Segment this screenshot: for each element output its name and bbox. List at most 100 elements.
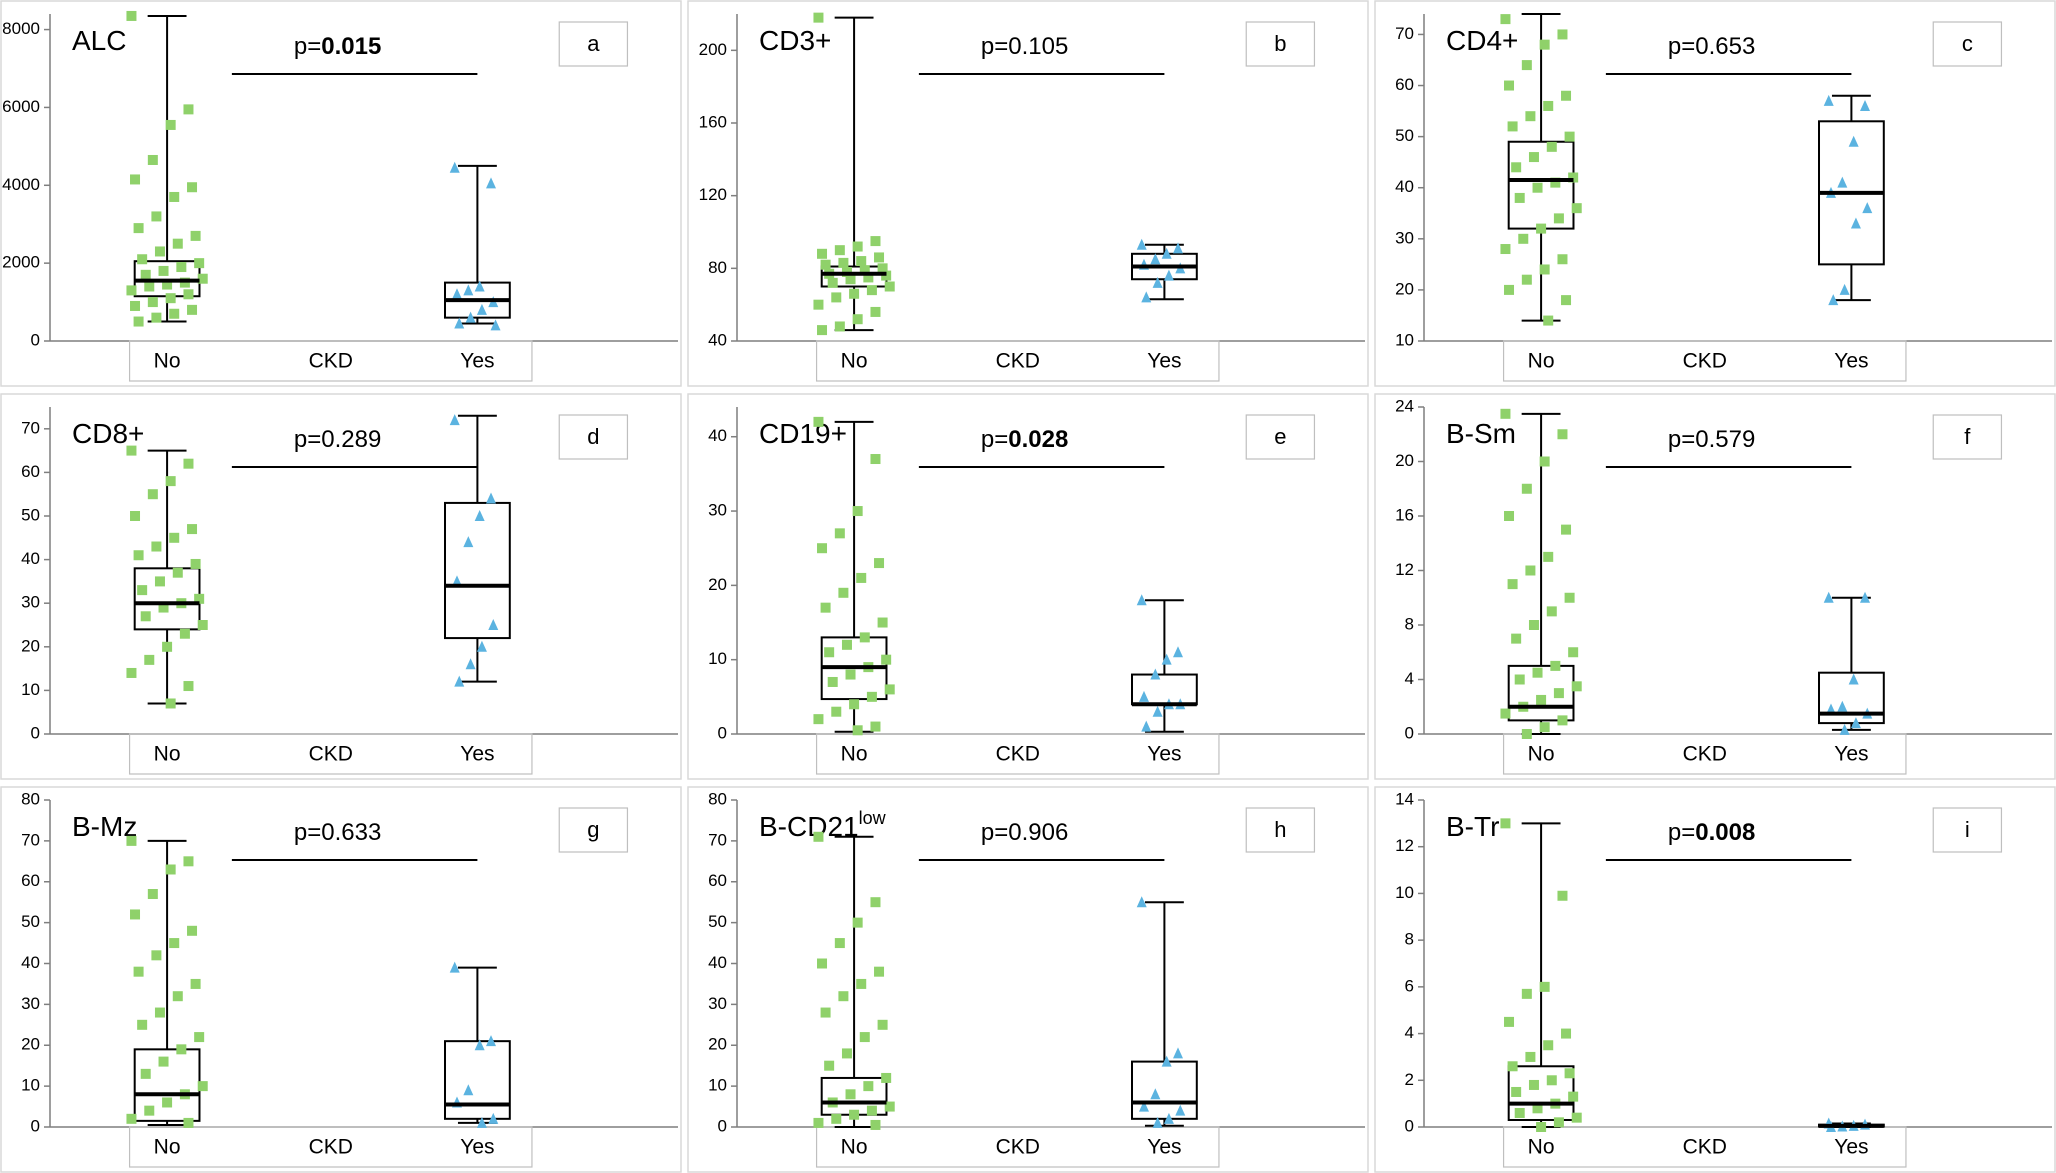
panel-letter-box	[1932, 21, 2003, 67]
x-axis-label: CKD	[309, 743, 353, 766]
x-axis-label: CKD	[1683, 1136, 1727, 1159]
data-point	[162, 641, 173, 652]
data-point	[817, 958, 828, 969]
y-tick-label: 10	[1395, 330, 1414, 349]
data-point	[133, 550, 144, 561]
panel: 0 4 8 12 16 20 24 No Yes CKD B-Sm f p=0.579	[1374, 393, 2056, 780]
data-point	[863, 272, 874, 283]
data-point	[1539, 722, 1550, 733]
data-point	[130, 511, 141, 521]
data-point	[1175, 1104, 1186, 1116]
y-tick-label: 40	[708, 426, 727, 445]
data-point	[870, 1119, 881, 1130]
y-tick-label: 50	[21, 912, 40, 931]
data-point	[1550, 660, 1561, 671]
data-point	[1532, 667, 1543, 678]
data-point	[831, 292, 842, 303]
data-point	[863, 1081, 874, 1092]
panel-title: B-Tr	[1446, 811, 1499, 842]
data-point	[831, 706, 842, 717]
data-point	[1500, 408, 1511, 419]
data-point	[1138, 1100, 1149, 1112]
y-tick-label: 80	[708, 789, 727, 808]
data-point	[866, 1105, 877, 1116]
y-tick-label: 20	[708, 575, 727, 594]
panel-letter: h	[1274, 817, 1286, 842]
data-point	[140, 611, 151, 622]
y-tick-label: 30	[1395, 228, 1414, 247]
y-tick-label: 12	[1395, 560, 1414, 579]
data-point	[1507, 1061, 1518, 1072]
data-point	[183, 104, 194, 115]
panel-letter: g	[587, 817, 599, 842]
category-box	[128, 1126, 533, 1168]
data-point	[1507, 121, 1518, 132]
data-point	[1543, 315, 1554, 326]
data-point	[859, 265, 870, 276]
x-category-label: Yes	[1834, 1136, 1868, 1159]
p-number: 0.008	[1695, 819, 1755, 846]
data-point	[183, 856, 194, 867]
data-point	[130, 174, 141, 185]
data-point	[813, 299, 824, 310]
data-point	[165, 293, 176, 304]
data-point	[834, 321, 845, 332]
y-tick-label: 0	[31, 723, 40, 742]
data-point	[884, 1101, 895, 1112]
panel-title: B-Sm	[1446, 418, 1516, 449]
data-point	[463, 1084, 474, 1096]
panel-letter: d	[587, 424, 599, 449]
box	[444, 501, 511, 640]
panel-title: CD4+	[1446, 25, 1518, 56]
data-point	[1850, 217, 1861, 229]
data-point	[486, 492, 497, 504]
y-tick-label: 2	[1405, 1070, 1414, 1089]
data-point	[1571, 203, 1582, 214]
data-point	[1514, 192, 1525, 203]
data-point	[870, 721, 881, 732]
data-point	[1152, 1116, 1163, 1128]
data-point	[1568, 1091, 1579, 1102]
data-point	[126, 285, 137, 296]
y-tick-label: 16	[1395, 505, 1414, 524]
y-tick-label: 20	[21, 1035, 40, 1054]
data-point	[856, 256, 867, 267]
data-point	[1839, 283, 1850, 295]
p-label: p=	[981, 819, 1008, 846]
data-point	[859, 632, 870, 643]
panel: 0 2 4 6 8 10 12 14 No Yes CKD B-Tr i p=0.008	[1374, 786, 2056, 1173]
category-box	[128, 733, 533, 775]
data-point	[190, 978, 201, 989]
data-point	[1837, 700, 1848, 712]
data-point	[169, 308, 180, 319]
y-tick-label: 50	[708, 912, 727, 931]
panel-letter: e	[1274, 424, 1286, 449]
p-number: 0.015	[321, 33, 381, 60]
data-point	[813, 12, 824, 23]
data-point	[451, 288, 462, 300]
x-category-label: No	[1528, 350, 1555, 373]
data-point	[476, 640, 487, 652]
y-tick-label: 10	[21, 1076, 40, 1095]
y-tick-label: 40	[21, 549, 40, 568]
y-tick-label: 40	[1395, 177, 1414, 196]
panel-letter-box	[1245, 414, 1316, 460]
panel: 0 10 20 30 40 50 60 70 80 No Yes CKD B-Mz g p=0.633	[0, 786, 682, 1173]
panel-letter: c	[1962, 31, 1973, 56]
data-point	[1141, 720, 1152, 732]
data-point	[1543, 100, 1554, 111]
data-point	[813, 714, 824, 725]
panel-letter-box	[558, 807, 629, 853]
data-point	[169, 938, 180, 949]
data-point	[1557, 890, 1568, 901]
data-point	[1561, 295, 1572, 306]
data-point	[197, 1081, 208, 1092]
y-tick-label: 40	[21, 953, 40, 972]
data-point	[451, 575, 462, 587]
data-point	[147, 297, 158, 308]
data-point	[1521, 988, 1532, 999]
data-point	[476, 303, 487, 315]
data-point	[1525, 1051, 1536, 1062]
data-point	[1823, 591, 1834, 603]
data-point	[1500, 244, 1511, 255]
